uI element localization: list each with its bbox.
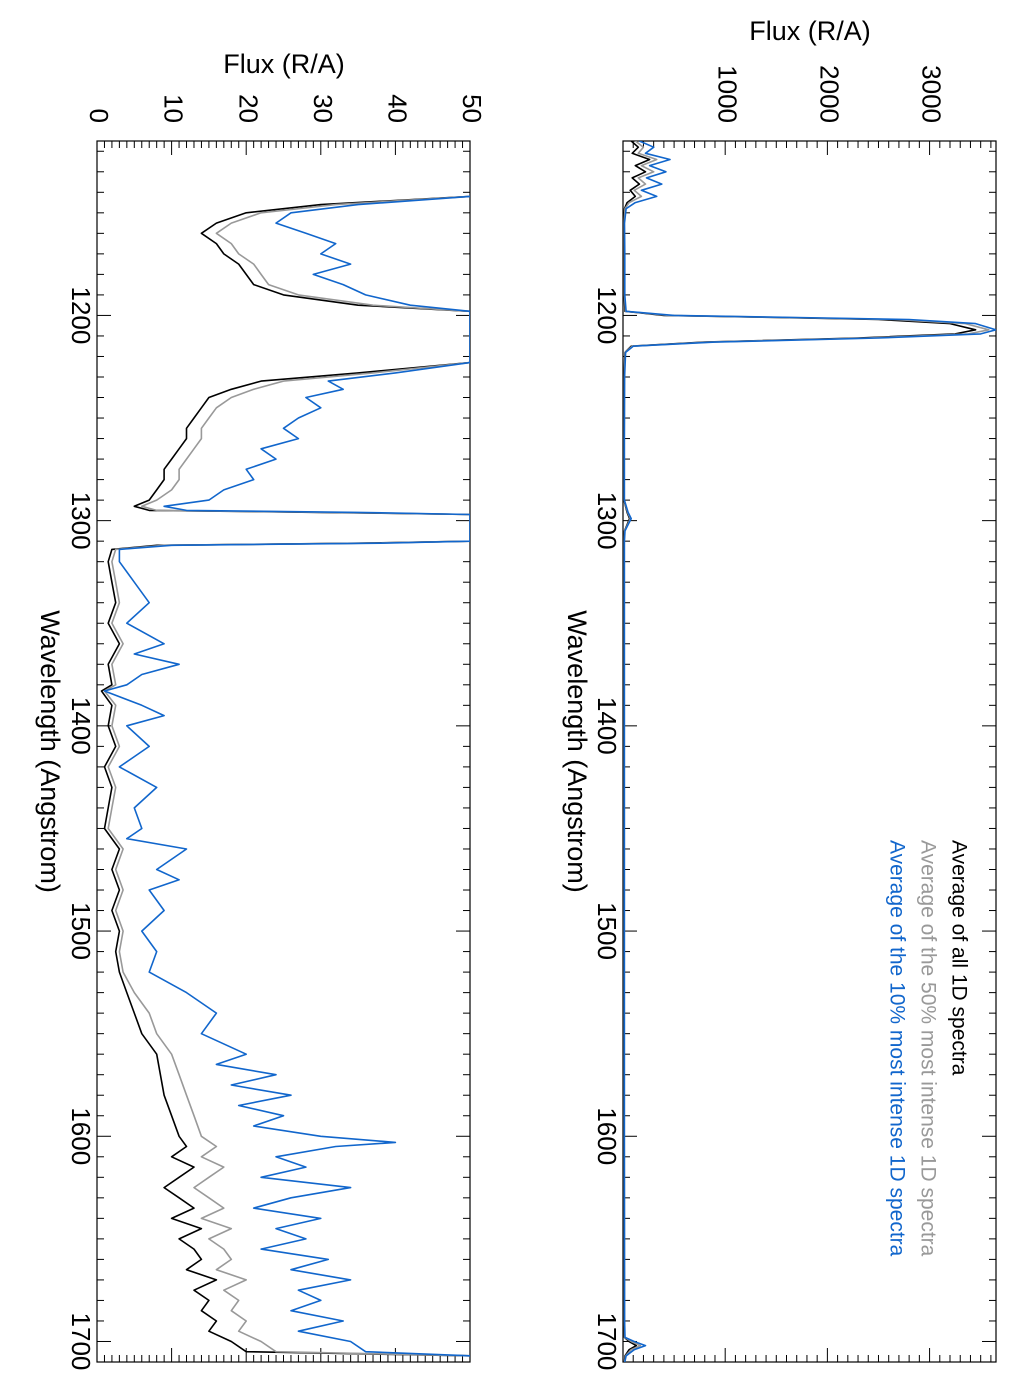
y-tick-label: 20 — [233, 94, 263, 123]
y-axis-label: Flux (R/A) — [749, 16, 871, 46]
x-tick-label: 1700 — [592, 1313, 622, 1371]
y-tick-label: 2000 — [815, 65, 845, 123]
series-line-2 — [103, 195, 470, 1357]
x-tick-label: 1400 — [592, 697, 622, 755]
x-tick-label: 1200 — [66, 287, 96, 345]
y-tick-label: 40 — [383, 94, 413, 123]
x-tick-label: 1500 — [592, 902, 622, 960]
series-line-3 — [623, 141, 996, 1362]
y-axis-label: Flux (R/A) — [223, 49, 345, 79]
y-tick-label: 50 — [457, 94, 487, 123]
legend-entry-2: Average of the 50% most intense 1D spect… — [916, 840, 939, 1257]
series-line-1 — [100, 195, 470, 1357]
y-tick-label: 0 — [84, 109, 114, 123]
y-tick-label: 3000 — [917, 65, 947, 123]
legend: Average of all 1D spectra Average of the … — [885, 840, 970, 1257]
plot-frame — [622, 140, 997, 1363]
y-tick-label: 10 — [159, 94, 189, 123]
x-tick-label: 1500 — [66, 902, 96, 960]
y-tick-label: 30 — [308, 94, 338, 123]
x-tick-label: 1300 — [66, 492, 96, 550]
x-tick-label: 1300 — [592, 492, 622, 550]
plot-frame — [96, 140, 471, 1363]
x-tick-label: 1600 — [66, 1107, 96, 1165]
x-tick-label: 1200 — [592, 287, 622, 345]
series-line-3 — [103, 195, 470, 1357]
x-tick-label: 1400 — [66, 697, 96, 755]
y-tick-label: 1000 — [712, 65, 742, 123]
x-axis-label: Wavelength (Angstrom) — [35, 610, 65, 893]
x-axis-label: Wavelength (Angstrom) — [562, 610, 592, 893]
legend-entry-1: Average of all 1D spectra — [947, 840, 970, 1076]
panel-zoomed-flux: 1200 1300 1400 1500 1600 1700 0 10 20 30 40 50 Flux … — [35, 49, 487, 1370]
x-tick-label: 1700 — [66, 1313, 96, 1371]
panel-total-flux: 1200 1300 1400 1500 1600 1700 1000 2000 3000 Flux… — [562, 16, 997, 1371]
legend-entry-3: Average of the 10% most intense 1D spect… — [885, 840, 908, 1257]
x-tick-label: 1600 — [592, 1107, 622, 1165]
